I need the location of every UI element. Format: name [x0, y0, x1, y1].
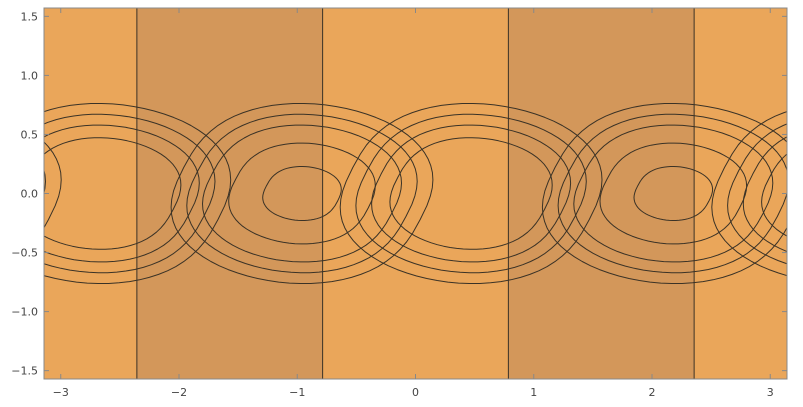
minimum-region-min-4 [0, 143, 4, 244]
minimum-region-min-2 [557, 113, 787, 274]
maximum-region-max-2 [44, 113, 216, 274]
x-tick-label: 1 [530, 386, 537, 399]
x-tick-label: −1 [289, 386, 305, 399]
x-tick-label: 2 [649, 386, 656, 399]
y-tick-label: −1.5 [11, 365, 38, 378]
maximum-region-max-2 [355, 113, 587, 274]
x-tick-label: 0 [412, 386, 419, 399]
maximum-region-max-3 [371, 124, 572, 263]
minimum-region-min-1 [541, 103, 787, 284]
minimum-region-min-4 [228, 142, 376, 245]
x-tick-label: −2 [171, 386, 187, 399]
maximum-region-max-4 [761, 153, 787, 237]
maximum-region-max-4 [44, 137, 182, 250]
background-band-4 [694, 8, 787, 379]
maximum-region-max-3 [742, 136, 787, 253]
y-tick-label: 1.0 [21, 69, 39, 82]
y-tick-label: −0.5 [11, 247, 38, 260]
x-tick-label: 3 [767, 386, 774, 399]
maximum-region-max-1 [44, 103, 232, 284]
minimum-region-min-4 [599, 142, 748, 245]
minimum-region-min-5 [633, 166, 714, 221]
maximum-region-max-2 [727, 123, 787, 265]
minimum-region-min-2 [186, 113, 418, 274]
minimum-region-min-3 [573, 124, 774, 263]
background-band-0 [44, 8, 137, 379]
y-tick-label: 0.5 [21, 128, 39, 141]
y-axis: −1.5 −1.0 −0.5 0.0 0.5 1.0 1.5 [11, 10, 787, 378]
x-axis: −3 −2 −1 0 1 2 3 [53, 8, 774, 399]
y-tick-label: 0.0 [21, 188, 39, 201]
maximum-region-max-1 [711, 111, 787, 277]
minimum-region-min-1 [170, 103, 434, 284]
contour-regions [0, 103, 787, 284]
y-tick-label: −1.0 [11, 306, 38, 319]
maximum-region-max-3 [44, 124, 200, 263]
maximum-region-max-1 [339, 103, 603, 284]
minimum-region-min-3 [202, 124, 402, 263]
minimum-region-min-5 [262, 166, 342, 221]
maximum-region-max-4 [389, 137, 553, 250]
y-tick-label: 1.5 [21, 10, 39, 23]
x-tick-label: −3 [53, 386, 69, 399]
